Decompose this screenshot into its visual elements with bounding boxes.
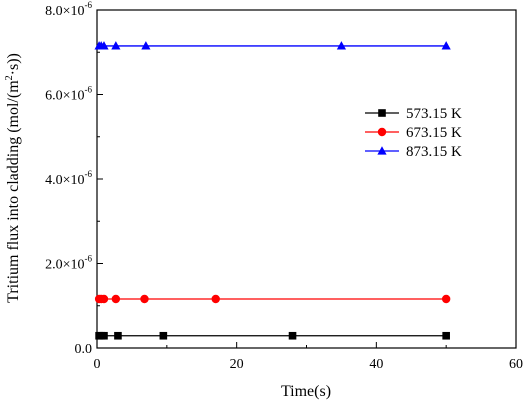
y-tick-label-base: 4.0×10 xyxy=(45,173,84,188)
legend-item: 873.15 K xyxy=(365,144,462,160)
data-point xyxy=(99,41,109,50)
y-tick-label-base: 6.0×10 xyxy=(45,89,84,104)
legend-label: 873.15 K xyxy=(406,144,462,160)
data-point xyxy=(140,294,149,304)
legend-item: 573.15 K xyxy=(365,106,462,122)
legend-marker xyxy=(378,109,386,117)
data-point xyxy=(111,294,121,304)
y-axis-title-main: Tritium flux into cladding (mol/(m xyxy=(5,80,22,303)
data-point xyxy=(114,331,122,340)
y-axis-title-sup: 2 xyxy=(4,75,15,80)
x-tick-label: 40 xyxy=(369,357,383,372)
legend-label: 673.15 K xyxy=(406,125,462,141)
data-point xyxy=(159,331,168,340)
y-tick-label: 4.0×10-6 xyxy=(45,169,92,188)
data-point xyxy=(336,41,347,50)
series-layer xyxy=(94,41,451,340)
plot-frame xyxy=(96,9,517,349)
legend-item: 673.15 K xyxy=(365,125,462,141)
x-tick-label: 20 xyxy=(230,357,244,372)
y-tick-label-exponent: -6 xyxy=(85,85,93,95)
y-tick-label-exponent: -6 xyxy=(85,0,93,10)
x-tick-label: 0 xyxy=(94,357,101,372)
data-point xyxy=(288,331,297,340)
y-tick-label-exponent: -6 xyxy=(85,254,93,264)
y-tick-label-base: 2.0×10 xyxy=(45,258,84,273)
y-axis-title-tail: ·s)) xyxy=(5,53,22,75)
x-tick-label: 60 xyxy=(509,357,523,372)
y-tick-label-base: 0.0 xyxy=(75,342,93,357)
legend-marker xyxy=(377,127,387,137)
y-tick-label: 8.0×10-6 xyxy=(45,0,92,19)
y-tick-label: 6.0×10-6 xyxy=(45,85,92,104)
legend-label: 573.15 K xyxy=(406,106,462,122)
data-point xyxy=(441,41,451,50)
data-point xyxy=(111,41,121,50)
axes: 0 20 40 600.02.0×10-64.0×10-66.0×10-68.0×10… xyxy=(45,0,523,372)
data-point xyxy=(442,331,450,340)
legend: 573.15 K 673.15 K 873.15 K xyxy=(365,106,462,160)
series-873-15-K xyxy=(94,41,451,50)
y-axis-title: Tritium flux into cladding (mol/(m2·s)) xyxy=(4,53,22,303)
data-point xyxy=(100,331,108,340)
legend-marker xyxy=(377,146,387,155)
data-point xyxy=(141,41,151,50)
data-point xyxy=(99,294,109,304)
series-573-15-K xyxy=(95,331,450,340)
y-tick-label: 0.0 xyxy=(75,342,93,357)
y-tick-label-base: 8.0×10 xyxy=(45,4,84,19)
y-tick-label-exponent: -6 xyxy=(85,169,93,179)
data-point xyxy=(441,294,451,304)
series-673-15-K xyxy=(94,294,451,304)
y-tick-label: 2.0×10-6 xyxy=(45,254,92,273)
data-point xyxy=(211,294,220,304)
x-axis-title: Time(s) xyxy=(281,383,331,400)
